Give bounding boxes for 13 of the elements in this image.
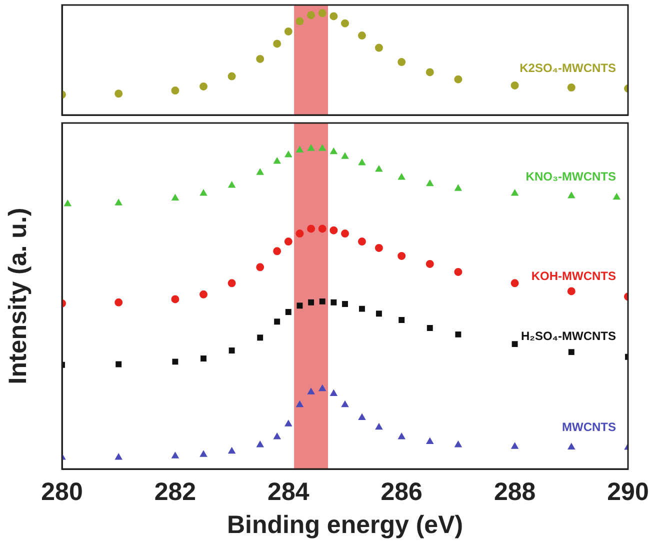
series-label: MWCNTS — [562, 420, 616, 434]
series-label: K2SO₄-MWCNTS — [520, 60, 616, 75]
x-tick-label: 290 — [607, 478, 649, 506]
series-label: H₂SO₄-MWCNTS — [520, 329, 616, 344]
series-label: KOH-MWCNTS — [531, 268, 616, 283]
x-tick-label: 286 — [380, 478, 422, 506]
x-tick-label: 280 — [41, 478, 83, 506]
x-tick-label: 288 — [494, 478, 536, 506]
x-axis-title: Binding energy (eV) — [226, 510, 464, 539]
series-label: KNO₃-MWCNTS — [526, 170, 616, 184]
x-tick-label: 284 — [268, 478, 310, 506]
x-tick-label: 282 — [154, 478, 196, 506]
y-axis-title: Intensity (a. u.) — [4, 208, 32, 384]
